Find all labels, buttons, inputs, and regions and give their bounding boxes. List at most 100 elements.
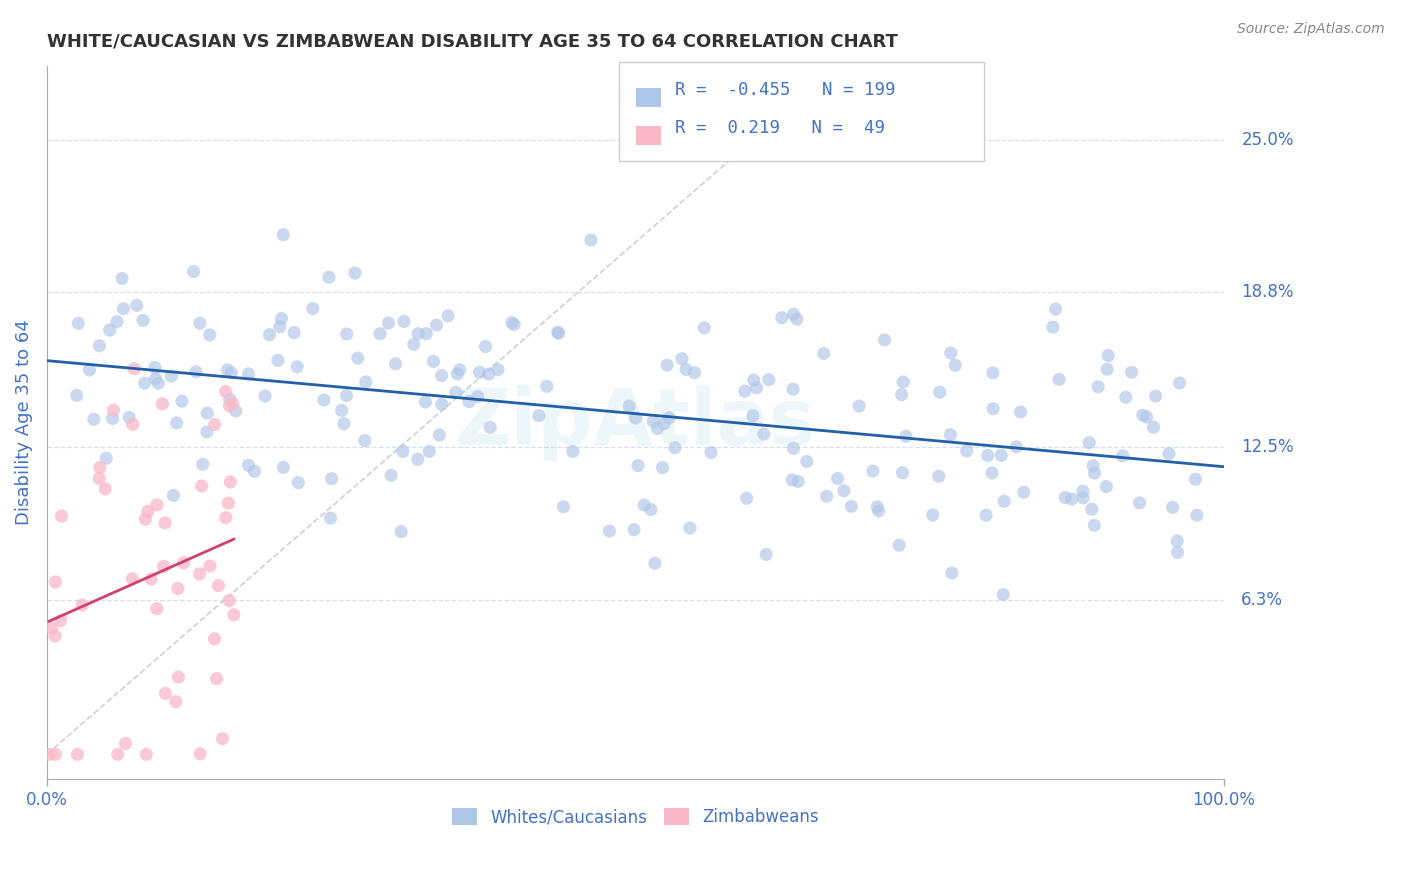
- Text: R =  0.219   N =  49: R = 0.219 N = 49: [675, 119, 884, 136]
- Point: [198, 327, 221, 342]
- Point: [118, 410, 141, 425]
- Point: [1045, 302, 1067, 317]
- Point: [188, 566, 211, 581]
- Point: [780, 473, 803, 487]
- Point: [273, 227, 295, 242]
- Point: [627, 458, 650, 473]
- Point: [458, 394, 481, 409]
- Point: [103, 403, 125, 417]
- Point: [1054, 491, 1077, 505]
- Point: [928, 469, 950, 483]
- Point: [218, 399, 240, 413]
- Point: [782, 382, 804, 396]
- Point: [221, 396, 243, 410]
- Point: [380, 468, 402, 483]
- Point: [1083, 458, 1105, 473]
- Point: [993, 587, 1015, 601]
- Point: [204, 632, 226, 646]
- Point: [894, 429, 917, 443]
- Point: [1144, 389, 1167, 403]
- Point: [427, 428, 450, 442]
- Point: [1095, 480, 1118, 494]
- Point: [150, 397, 173, 411]
- Point: [527, 409, 550, 423]
- Point: [664, 441, 686, 455]
- Point: [183, 264, 205, 278]
- Point: [336, 327, 359, 342]
- Point: [114, 737, 136, 751]
- Point: [318, 270, 340, 285]
- Point: [346, 351, 368, 365]
- Point: [813, 346, 835, 360]
- Point: [190, 479, 212, 493]
- Point: [652, 417, 675, 431]
- Point: [89, 460, 111, 475]
- Point: [141, 572, 163, 586]
- Point: [354, 375, 377, 389]
- Point: [267, 353, 290, 368]
- Point: [862, 464, 884, 478]
- Point: [890, 387, 912, 401]
- Point: [1166, 534, 1188, 549]
- Point: [827, 472, 849, 486]
- Text: 25.0%: 25.0%: [1241, 131, 1294, 149]
- Legend: Whites/Caucasians, Zimbabweans: Whites/Caucasians, Zimbabweans: [443, 800, 827, 835]
- Point: [643, 414, 665, 428]
- Point: [219, 475, 242, 489]
- Point: [693, 321, 716, 335]
- Point: [198, 558, 221, 573]
- Point: [188, 747, 211, 761]
- Point: [981, 366, 1004, 380]
- Point: [623, 523, 645, 537]
- Point: [66, 747, 89, 762]
- Point: [170, 394, 193, 409]
- Point: [191, 457, 214, 471]
- Point: [1115, 390, 1137, 404]
- Point: [51, 509, 73, 524]
- Point: [285, 359, 308, 374]
- Point: [243, 464, 266, 478]
- Point: [624, 411, 647, 425]
- Point: [1087, 380, 1109, 394]
- Point: [1095, 362, 1118, 376]
- Point: [921, 508, 943, 522]
- Point: [162, 489, 184, 503]
- Point: [770, 310, 793, 325]
- Text: 6.3%: 6.3%: [1241, 591, 1284, 608]
- Point: [368, 326, 391, 341]
- Point: [644, 556, 666, 570]
- Point: [734, 384, 756, 399]
- Point: [478, 367, 501, 381]
- Point: [561, 444, 583, 458]
- Point: [474, 340, 496, 354]
- Point: [536, 379, 558, 393]
- Point: [1083, 518, 1105, 533]
- Point: [146, 601, 169, 615]
- Point: [392, 314, 415, 328]
- Point: [1010, 405, 1032, 419]
- Point: [44, 629, 66, 643]
- Point: [866, 500, 889, 514]
- Point: [617, 399, 640, 413]
- Point: [598, 524, 620, 538]
- Point: [1060, 491, 1083, 506]
- Point: [658, 410, 681, 425]
- Point: [44, 747, 66, 762]
- Point: [841, 500, 863, 514]
- Point: [204, 417, 226, 432]
- Point: [195, 425, 218, 439]
- Point: [98, 323, 121, 337]
- Point: [977, 449, 1000, 463]
- Point: [121, 572, 143, 586]
- Text: 18.8%: 18.8%: [1241, 284, 1294, 301]
- Point: [219, 366, 242, 380]
- Point: [633, 498, 655, 512]
- Point: [741, 409, 763, 423]
- Point: [426, 318, 449, 332]
- Point: [422, 354, 444, 368]
- Point: [94, 482, 117, 496]
- Point: [143, 360, 166, 375]
- Point: [1081, 502, 1104, 516]
- Point: [87, 471, 110, 485]
- Point: [72, 598, 94, 612]
